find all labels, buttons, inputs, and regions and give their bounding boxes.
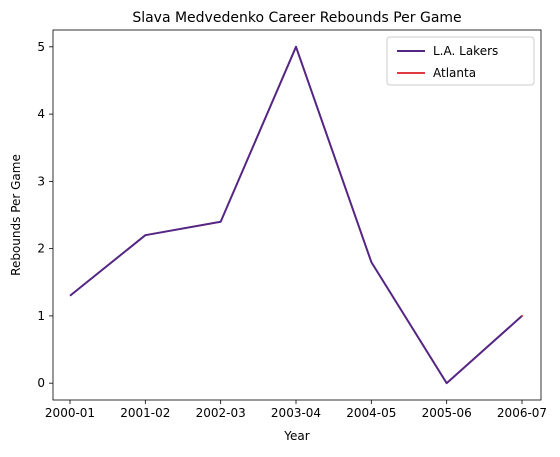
legend: L.A. Lakers Atlanta	[386, 36, 535, 86]
y-axis-label: Rebounds Per Game	[9, 154, 23, 276]
x-tick-label: 2003-04	[271, 406, 321, 420]
series-line	[69, 45, 523, 385]
x-tick-label: 2000-01	[45, 406, 95, 420]
series-point	[521, 314, 523, 317]
y-tick-label: 0	[37, 376, 45, 390]
y-tick-label: 3	[37, 174, 45, 188]
x-tick-label: 2004-05	[346, 406, 396, 420]
x-tick-label: 2002-03	[196, 406, 246, 420]
legend-entry: Atlanta	[433, 66, 476, 80]
y-tick-label: 1	[37, 309, 45, 323]
plot-area: 2000-01 2001-02 2002-03 2003-04 2004-05 2005-…	[37, 29, 547, 420]
x-tick-label: 2001-02	[120, 406, 170, 420]
x-axis-label: Year	[283, 429, 309, 443]
y-tick-label: 5	[37, 40, 45, 54]
x-tick-label: 2006-07	[497, 406, 547, 420]
chart-title: Slava Medvedenko Career Rebounds Per Gam…	[132, 10, 461, 26]
y-tick-label: 2	[37, 242, 45, 256]
legend-entry: L.A. Lakers	[433, 44, 498, 58]
plot-frame	[52, 29, 542, 401]
x-tick-label: 2005-06	[422, 406, 472, 420]
y-tick-label: 4	[37, 107, 45, 121]
